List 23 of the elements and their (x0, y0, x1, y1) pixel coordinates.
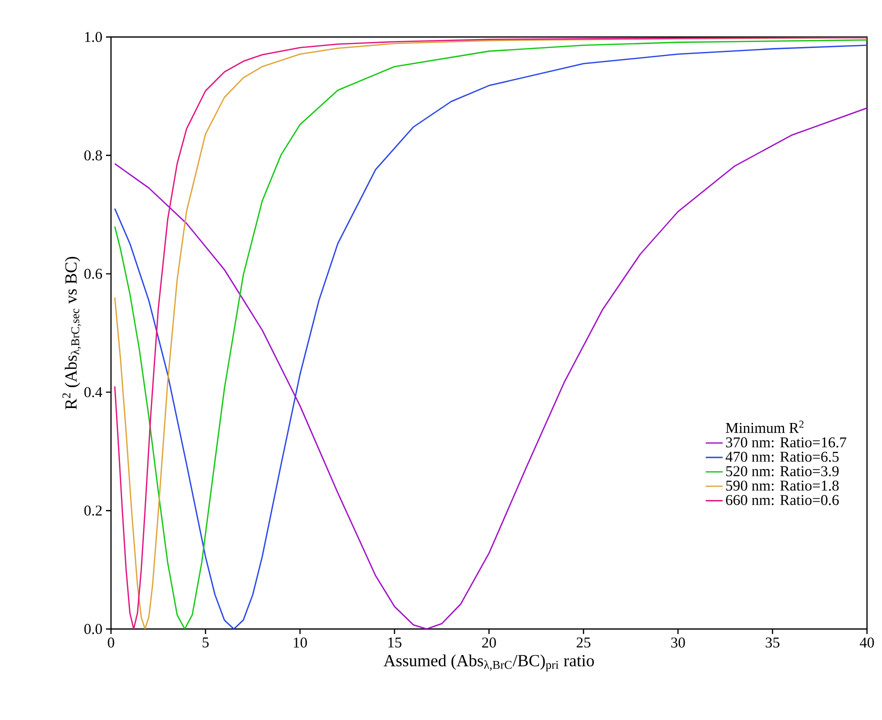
x-tick-label: 35 (766, 638, 780, 648)
x-tick-label: 5 (202, 638, 209, 648)
x-tick-label: 30 (671, 638, 685, 648)
x-tick-label: 0 (108, 638, 114, 648)
y-tick-label: 0.4 (84, 387, 102, 398)
x-axis-title: Assumed (Abs$_{λ,BrC}$/BC)$_{pri}$ ratio (384, 654, 594, 672)
x-tick-label: 25 (576, 638, 590, 648)
y-tick-label: 0.8 (84, 150, 102, 160)
x-tick-label: 10 (294, 638, 307, 648)
y-tick-label: 1.0 (85, 32, 102, 42)
legend-label: 470 nm: Ratio=6.5 (726, 452, 839, 462)
legend-label: 520 nm: Ratio=3.9 (726, 466, 839, 476)
legend-label: 590 nm: Ratio=1.8 (726, 480, 839, 491)
x-tick-label: 40 (860, 638, 874, 648)
legend-label: 660 nm: Ratio=0.6 (726, 494, 839, 506)
legend-label: 370 nm: Ratio=16.7 (726, 437, 846, 448)
x-tick-label: 20 (482, 638, 496, 648)
y-tick-label: 0.0 (84, 624, 102, 634)
legend-title: Minimum R$^{2}$ (726, 420, 804, 433)
x-tick-label: 15 (388, 638, 402, 648)
y-tick-label: 0.6 (84, 268, 102, 279)
y-axis-title: R$^{2}$ (Abs$_{λ,BrC,sec}$ vs BC) (62, 256, 81, 410)
y-tick-label: 0.2 (84, 506, 102, 516)
